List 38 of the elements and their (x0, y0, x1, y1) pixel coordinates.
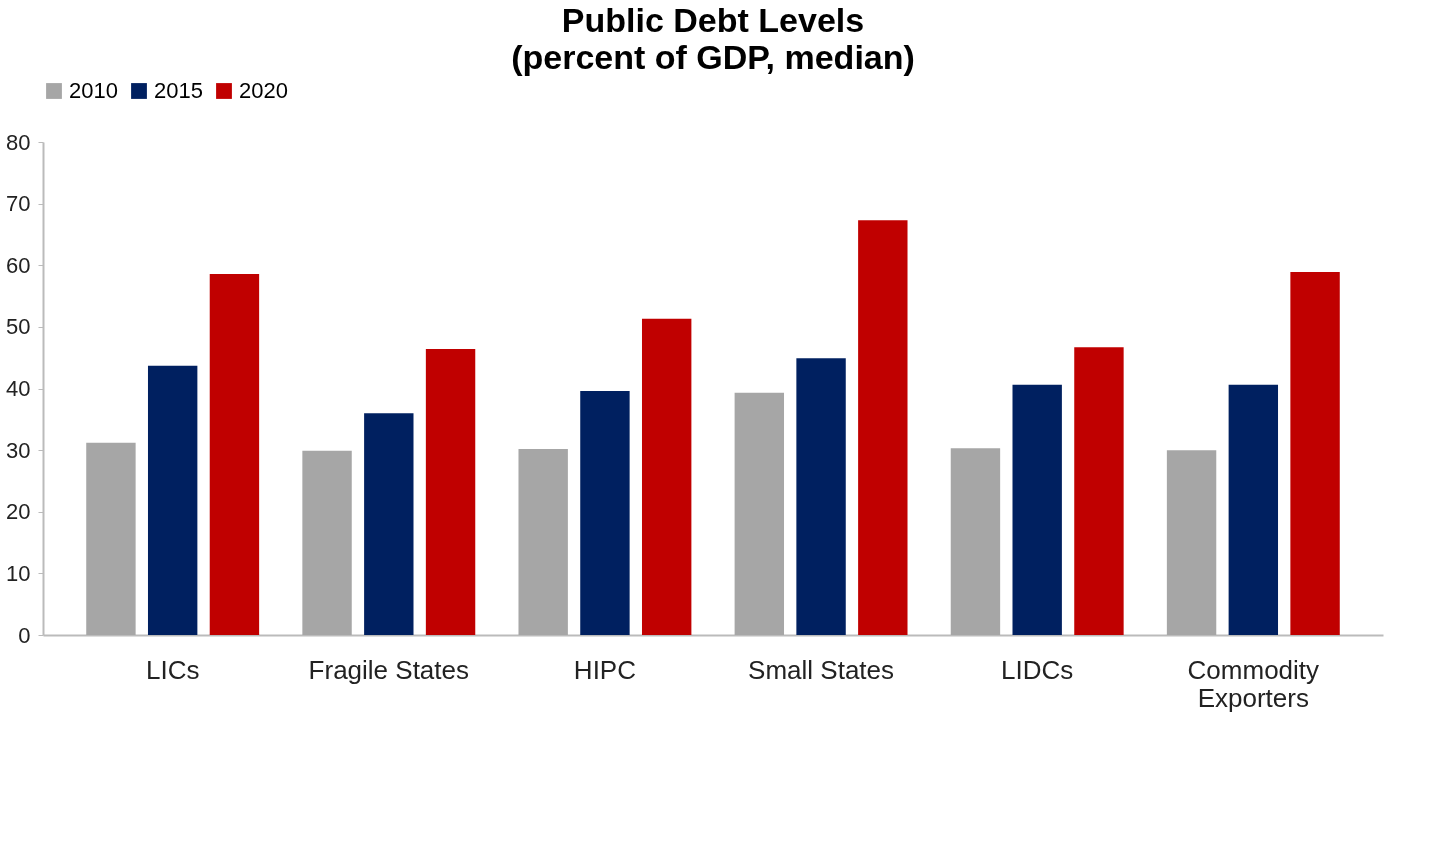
bar (734, 392, 785, 635)
bar (302, 450, 352, 635)
bar (1166, 450, 1217, 635)
x-tick-label: Fragile States (308, 654, 470, 685)
bar (1290, 272, 1340, 635)
x-tick-label: Commodity Exporters (1187, 654, 1320, 713)
x-tick-label: HIPC (573, 654, 636, 685)
bar (147, 365, 198, 635)
bar (209, 273, 260, 635)
y-tick-label: 50 (6, 314, 31, 340)
bar (425, 349, 476, 635)
bar (580, 390, 630, 635)
bar (950, 448, 1001, 635)
legend-label: 2015 (154, 78, 203, 103)
bar (1228, 384, 1279, 635)
x-tick-label: LIDCs (1001, 654, 1074, 685)
chart-title: Public Debt Levels (561, 1, 865, 39)
bar (518, 448, 568, 635)
y-tick-label: 20 (6, 499, 31, 525)
y-tick-label: 80 (6, 129, 31, 155)
y-tick-label: 70 (6, 191, 31, 217)
bar (641, 318, 692, 635)
y-tick-label: 10 (6, 560, 31, 586)
x-tick-label: Small States (748, 654, 895, 685)
bar (1012, 384, 1062, 635)
legend-label: 2020 (239, 78, 288, 103)
y-tick-label: 40 (6, 376, 31, 401)
bar (1074, 347, 1124, 635)
y-tick-label: 30 (6, 437, 31, 463)
bar (86, 442, 136, 635)
legend-label: 2010 (69, 78, 118, 103)
bar (858, 220, 908, 635)
chart-subtitle: (percent of GDP, median) (511, 38, 915, 76)
bar (796, 358, 846, 635)
x-tick-label: LICs (145, 654, 200, 685)
y-tick-label: 0 (18, 622, 31, 648)
bar (364, 413, 414, 635)
y-tick-label: 60 (6, 252, 31, 278)
